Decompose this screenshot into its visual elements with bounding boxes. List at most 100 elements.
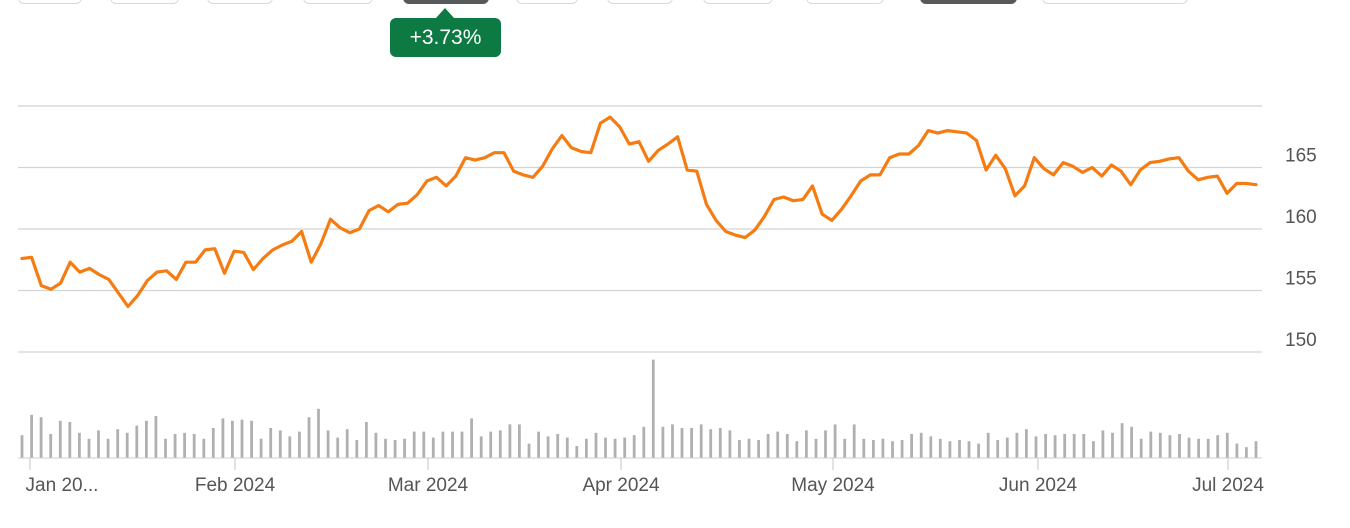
volume-bar [766,434,770,458]
volume-bar [164,438,167,458]
volume-bar [585,438,588,458]
y-axis-ticks: 150 155 160 165 [1285,146,1317,352]
volume-bar [479,436,483,458]
volume-bar [881,438,885,458]
volume-bar [355,440,359,458]
volume-bar [709,429,713,458]
volume-bar [125,432,129,458]
volume-bar [1130,426,1133,458]
volume-bar [699,424,703,458]
volume-bar [623,437,627,458]
x-tick-label: Apr 2024 [582,475,660,496]
volume-bar [1225,432,1229,458]
volume-bar [900,440,904,458]
volume-bar [460,431,464,458]
volume-bar [546,436,550,458]
y-tick-label: 150 [1285,330,1317,351]
volume-bar [537,431,540,458]
volume-bar [498,430,502,458]
volume-bar [996,440,1000,458]
volume-bar [910,434,913,458]
volume-bar [738,440,741,458]
volume-bar [336,437,340,458]
volume-bar [154,416,158,458]
volume-bar [1082,434,1086,458]
volume-bar [680,428,684,458]
volume-bar [1168,435,1172,458]
volume-bar [718,428,722,458]
x-tick-label: Jan 20... [26,475,99,496]
volume-bar [1005,437,1009,458]
volume-bar [1111,432,1114,458]
volume-bar [728,430,732,458]
volume-bar [211,428,215,458]
volume-bar [613,438,617,458]
volume-bar [891,441,894,458]
volume-bar [1187,437,1191,458]
volume-bar [1034,436,1038,458]
gridlines [18,105,1262,353]
volume-bar [68,422,72,458]
volume-bar [20,435,24,458]
x-tick-label: Feb 2024 [195,475,276,496]
volume-bar [97,430,100,458]
volume-bar [374,432,378,458]
volume-bar [1254,441,1258,458]
volume-bar [642,426,646,458]
volume-bar [977,443,980,458]
volume-bar [938,438,942,458]
volume-bar [1120,423,1124,458]
volume-bar [967,441,971,458]
volume-bar [489,431,493,458]
volume-bar [1197,438,1200,458]
volume-bar [250,420,253,458]
volume-bar [508,424,512,458]
volume-bar [1216,435,1220,458]
volume-bar [929,436,933,458]
x-tick-label: Jun 2024 [999,475,1078,496]
volume-bar [1072,434,1076,458]
volume-bar [441,431,445,458]
volume-bar [1063,434,1067,458]
volume-bar [412,431,416,458]
volume-bar [78,432,81,458]
x-tick-label: Jul 2024 [1192,475,1264,496]
volume-bar [87,438,91,458]
price-line [20,115,1258,309]
volume-bar [651,359,655,458]
volume-bar [843,438,847,458]
volume-bar [671,424,674,458]
volume-bar [814,438,818,458]
volume-bar [1101,430,1105,458]
volume-bar [1053,435,1057,458]
volume-bar [1092,441,1095,458]
volume-bar [1245,447,1248,458]
volume-bar [518,424,521,458]
volume-bar [1158,432,1162,458]
volume-bar [384,438,387,458]
volume-bar [986,432,990,458]
volume-bar [785,434,789,458]
volume-bar [345,429,349,458]
volume-bar [604,437,607,458]
volume-bar [757,440,760,458]
volume-bar [833,424,837,458]
volume-bar [259,438,263,458]
volume-bar [393,440,397,458]
volume-bar [565,437,569,458]
volume-bar [948,441,952,458]
volume-bar [116,429,120,458]
volume-bar [575,446,579,458]
volume-bar [431,437,435,458]
volume-bar [365,422,368,458]
volume-bar [1235,443,1239,458]
volume-bar [556,434,560,458]
volume-bar [106,438,110,458]
volume-bar [202,438,206,458]
volume-bar [776,431,780,458]
volume-bar [30,414,33,458]
x-tick-label: May 2024 [791,475,875,496]
volume-bar [192,434,196,458]
volume-bar [795,441,799,458]
volume-bar [661,426,665,458]
